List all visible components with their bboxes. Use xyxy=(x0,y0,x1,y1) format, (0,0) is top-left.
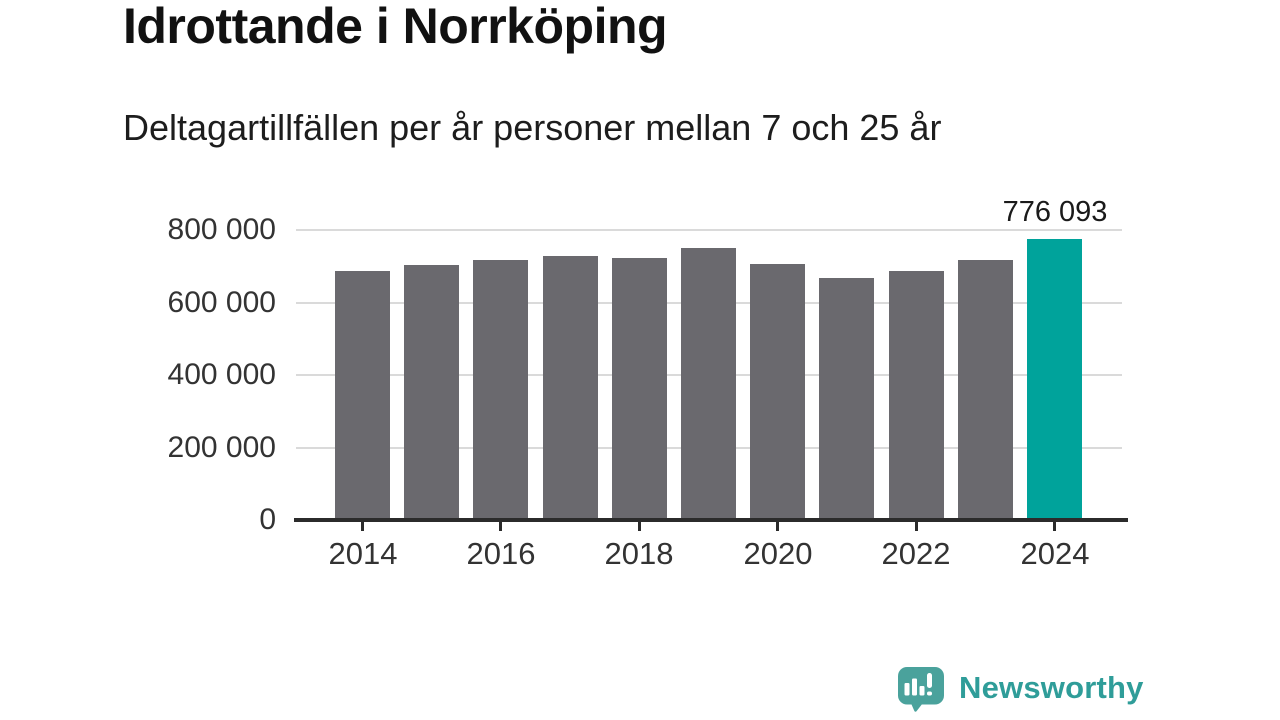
x-tick-2024 xyxy=(1053,522,1056,531)
bar-2020 xyxy=(750,264,805,518)
x-tick-label-2016: 2016 xyxy=(466,536,536,571)
x-tick-label-2018: 2018 xyxy=(604,536,674,571)
x-tick-label-2024: 2024 xyxy=(1020,536,1090,571)
bar-2022 xyxy=(889,271,944,518)
x-tick-label-2014: 2014 xyxy=(328,536,398,571)
x-tick-2022 xyxy=(915,522,918,531)
chart-subtitle: Deltagartillfällen per år personer mella… xyxy=(123,107,942,148)
bar-2017 xyxy=(543,256,598,518)
bar-2021 xyxy=(819,278,874,518)
y-tick-label-200000: 200 000 xyxy=(167,431,276,464)
brand-name: Newsworthy xyxy=(959,670,1144,705)
bar-2018 xyxy=(612,258,667,518)
x-tick-2018 xyxy=(638,522,641,531)
bar-2023 xyxy=(958,260,1013,518)
x-tick-2020 xyxy=(776,522,779,531)
y-tick-label-0: 0 xyxy=(259,503,276,536)
x-axis-line xyxy=(294,518,1128,522)
y-tick-label-600000: 600 000 xyxy=(167,286,276,319)
newsworthy-logo-icon xyxy=(898,667,944,712)
bar-2014 xyxy=(335,271,390,518)
x-tick-label-2020: 2020 xyxy=(743,536,813,571)
bar-2016 xyxy=(473,260,528,518)
y-tick-label-400000: 400 000 xyxy=(167,358,276,391)
x-tick-label-2022: 2022 xyxy=(881,536,951,571)
chart-title: Idrottande i Norrköping xyxy=(123,0,668,54)
gridline-800000 xyxy=(296,229,1122,231)
bar-2015 xyxy=(404,265,459,518)
y-tick-label-800000: 800 000 xyxy=(167,213,276,246)
bar-2019 xyxy=(681,248,736,518)
data-label-2024: 776 093 xyxy=(1002,196,1108,228)
x-tick-2016 xyxy=(499,522,502,531)
bar-2024 xyxy=(1027,239,1082,518)
plot-area xyxy=(296,229,1122,520)
x-tick-2014 xyxy=(361,522,364,531)
brand-footer: Newsworthy xyxy=(897,666,1144,713)
